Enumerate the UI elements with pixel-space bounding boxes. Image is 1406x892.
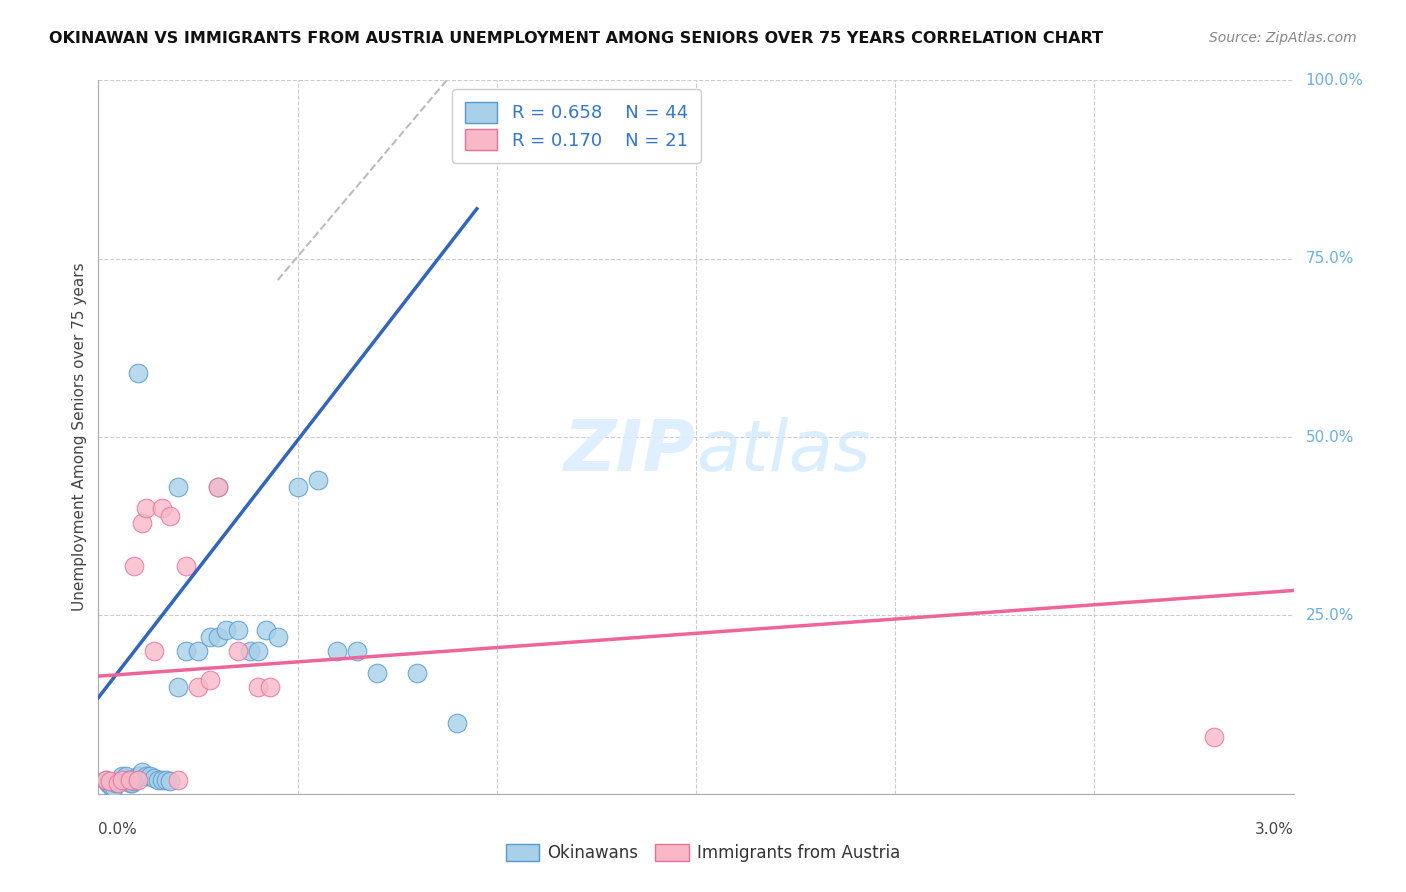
Legend: R = 0.658    N = 44, R = 0.170    N = 21: R = 0.658 N = 44, R = 0.170 N = 21 xyxy=(453,89,700,162)
Point xyxy=(207,480,229,494)
Point xyxy=(174,558,197,573)
Text: OKINAWAN VS IMMIGRANTS FROM AUSTRIA UNEMPLOYMENT AMONG SENIORS OVER 75 YEARS COR: OKINAWAN VS IMMIGRANTS FROM AUSTRIA UNEM… xyxy=(49,31,1104,46)
Point xyxy=(1202,730,1225,744)
Point xyxy=(135,769,157,783)
Point xyxy=(174,644,197,658)
Point xyxy=(107,774,129,789)
Text: 75.0%: 75.0% xyxy=(1305,252,1354,266)
Point xyxy=(131,765,153,780)
Point xyxy=(96,772,118,787)
Point xyxy=(150,772,173,787)
Text: 25.0%: 25.0% xyxy=(1305,608,1354,623)
Point xyxy=(267,630,290,644)
Point xyxy=(155,772,177,787)
Point xyxy=(139,769,162,783)
Point xyxy=(198,673,221,687)
Text: 50.0%: 50.0% xyxy=(1305,430,1354,444)
Point xyxy=(121,776,143,790)
Text: atlas: atlas xyxy=(696,417,870,486)
Point xyxy=(124,558,146,573)
Point xyxy=(111,769,134,783)
Point xyxy=(159,508,181,523)
Point xyxy=(101,780,124,794)
Text: ZIP: ZIP xyxy=(564,417,696,486)
Point xyxy=(254,623,277,637)
Point xyxy=(366,665,388,680)
Point xyxy=(115,769,138,783)
Point xyxy=(120,772,142,787)
Point xyxy=(105,776,128,790)
Point xyxy=(307,473,329,487)
Point xyxy=(246,644,269,658)
Point xyxy=(98,774,122,789)
Legend: Okinawans, Immigrants from Austria: Okinawans, Immigrants from Austria xyxy=(498,836,908,871)
Point xyxy=(326,644,349,658)
Point xyxy=(226,644,249,658)
Point xyxy=(346,644,368,658)
Point xyxy=(107,776,129,790)
Point xyxy=(111,772,134,787)
Text: 3.0%: 3.0% xyxy=(1254,822,1294,838)
Point xyxy=(167,680,190,694)
Point xyxy=(187,680,209,694)
Point xyxy=(97,776,120,790)
Point xyxy=(239,644,262,658)
Point xyxy=(150,501,173,516)
Point xyxy=(148,772,170,787)
Point xyxy=(406,665,429,680)
Point xyxy=(167,772,190,787)
Point xyxy=(187,644,209,658)
Text: 0.0%: 0.0% xyxy=(98,822,138,838)
Point xyxy=(143,771,166,785)
Point xyxy=(259,680,281,694)
Point xyxy=(207,630,229,644)
Point xyxy=(117,772,139,787)
Point xyxy=(207,480,229,494)
Point xyxy=(124,774,146,789)
Point xyxy=(198,630,221,644)
Point xyxy=(103,780,125,794)
Point xyxy=(131,516,153,530)
Point xyxy=(127,366,149,380)
Point xyxy=(120,776,142,790)
Point xyxy=(246,680,269,694)
Point xyxy=(446,715,468,730)
Text: 100.0%: 100.0% xyxy=(1305,73,1364,87)
Point xyxy=(215,623,238,637)
Point xyxy=(287,480,309,494)
Point xyxy=(167,480,190,494)
Point xyxy=(226,623,249,637)
Point xyxy=(125,771,148,785)
Point xyxy=(143,644,166,658)
Point xyxy=(159,774,181,789)
Text: Source: ZipAtlas.com: Source: ZipAtlas.com xyxy=(1209,31,1357,45)
Point xyxy=(96,772,118,787)
Point xyxy=(135,501,157,516)
Y-axis label: Unemployment Among Seniors over 75 years: Unemployment Among Seniors over 75 years xyxy=(72,263,87,611)
Point xyxy=(127,769,149,783)
Point xyxy=(127,772,149,787)
Point xyxy=(98,778,122,792)
